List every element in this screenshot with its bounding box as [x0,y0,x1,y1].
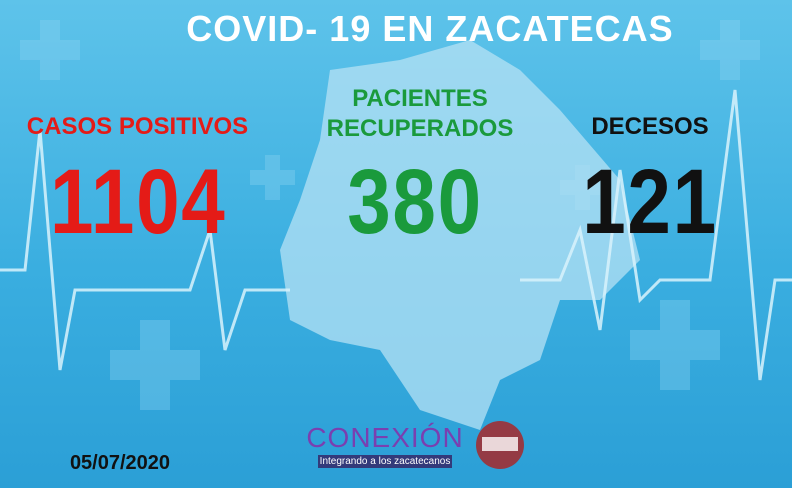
logo-name: CONEXIÓN [306,422,464,453]
date: 05/07/2020 [69,452,171,474]
stat-label: DECESOS [591,113,709,140]
stat-value: 1104 [50,151,227,253]
stat-value: 380 [347,151,483,253]
stat-label: PACIENTES RECUPERADOS [326,85,514,142]
logo-tagline: Integrando a los zacatecanos [318,455,452,468]
title: COVID- 19 EN ZACATECAS [186,8,674,49]
stat-label: CASOS POSITIVOS [26,113,249,140]
stat-value: 121 [582,151,718,253]
heartbeat-lines [0,89,792,381]
emblem [476,421,524,469]
map-shape [280,40,640,430]
